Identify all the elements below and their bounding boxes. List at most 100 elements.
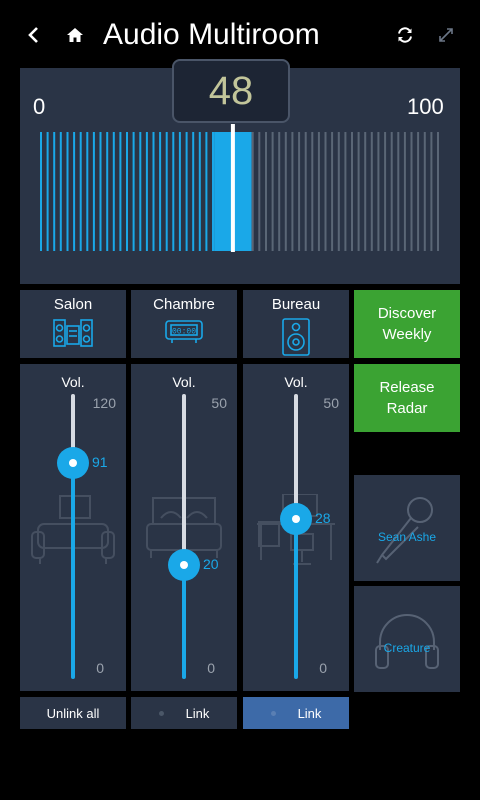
link-button-bureau[interactable]: Link	[243, 697, 349, 729]
master-volume-min: 0	[33, 94, 46, 119]
slider-fill	[182, 565, 186, 679]
volume-bar	[46, 132, 49, 251]
room-tile-bureau[interactable]: Bureau	[243, 290, 349, 358]
volume-value: 91	[92, 453, 108, 470]
slider-fill	[294, 519, 298, 679]
volume-bar	[59, 132, 62, 251]
home-icon[interactable]	[64, 24, 86, 46]
volume-bar	[291, 132, 294, 251]
playlist-label: Weekly	[382, 326, 432, 343]
volume-max: 50	[323, 395, 339, 411]
volume-max: 50	[211, 395, 227, 411]
volume-bar	[178, 132, 181, 251]
volume-indicator[interactable]	[230, 124, 235, 252]
svg-text:00:00: 00:00	[172, 328, 196, 337]
room-tile-salon[interactable]: Salon	[20, 290, 126, 358]
playlist-label: Discover	[377, 305, 437, 322]
volume-bar	[66, 132, 69, 251]
artist-tile-sean-ashe[interactable]: Sean Ashe	[354, 475, 460, 581]
room-tile-chambre[interactable]: Chambre 00:00	[131, 290, 237, 358]
slider-thumb[interactable]	[57, 446, 89, 479]
volume-max: 120	[92, 395, 116, 411]
volume-bar	[258, 132, 261, 251]
room-name: Salon	[53, 296, 93, 313]
volume-bar	[370, 132, 373, 251]
volume-slider-chambre[interactable]: Vol. 50 0 20	[131, 364, 237, 691]
volume-bar	[357, 132, 360, 251]
volume-bar	[220, 132, 232, 251]
room-name: Chambre	[153, 296, 215, 313]
volume-bar	[126, 132, 128, 251]
volume-bar	[139, 132, 142, 251]
volume-bar	[198, 132, 201, 251]
status-dot	[270, 710, 276, 716]
volume-slider-salon[interactable]: Vol. 120 0 91	[20, 364, 126, 691]
volume-bar	[73, 132, 76, 251]
volume-label: Vol.	[172, 374, 196, 390]
slider-track[interactable]	[71, 394, 75, 463]
volume-bar	[192, 132, 195, 251]
artist-name: Sean Ashe	[377, 530, 437, 544]
slider-fill	[71, 462, 75, 679]
volume-bar	[397, 132, 400, 251]
volume-bar	[377, 132, 380, 251]
volume-bar	[324, 132, 327, 251]
link-button-label: Link	[185, 705, 210, 721]
volume-bar	[337, 132, 340, 251]
volume-slider-bureau[interactable]: Vol. 50 0 28	[243, 364, 349, 691]
link-button-chambre[interactable]: Link	[131, 697, 237, 729]
volume-bar	[265, 132, 267, 251]
volume-bar	[311, 132, 314, 251]
volume-min: 0	[207, 660, 215, 676]
volume-bar	[40, 132, 42, 251]
playlist-tile-discover-weekly[interactable]: Discover Weekly	[354, 290, 460, 358]
volume-bar	[212, 132, 214, 251]
master-volume-value: 48	[172, 59, 290, 123]
volume-bar	[284, 132, 287, 251]
volume-bar	[92, 132, 95, 251]
master-volume-bars[interactable]	[20, 68, 460, 284]
volume-bar	[298, 132, 301, 251]
refresh-icon[interactable]	[394, 24, 416, 46]
back-icon[interactable]	[23, 24, 45, 46]
volume-min: 0	[96, 660, 104, 676]
volume-bar	[403, 132, 406, 251]
link-button-label: Unlink all	[46, 705, 100, 721]
slider-thumb[interactable]	[168, 549, 200, 581]
volume-bar	[172, 132, 175, 251]
playlist-tile-release-radar[interactable]: Release Radar	[354, 364, 460, 432]
slider-track[interactable]	[182, 394, 186, 565]
volume-bar	[106, 132, 109, 251]
artist-tile-creature[interactable]: Creature	[354, 586, 460, 692]
volume-bar	[214, 132, 226, 251]
link-button-label: Link	[297, 705, 322, 721]
volume-bar	[251, 132, 254, 251]
volume-bar	[437, 132, 439, 251]
status-dot	[158, 710, 164, 716]
volume-bar	[430, 132, 433, 251]
unlink-all-button[interactable]: Unlink all	[20, 697, 126, 729]
volume-bar	[86, 132, 89, 251]
volume-bar	[384, 132, 387, 251]
volume-bar	[185, 132, 188, 251]
speaker-icon	[281, 318, 311, 361]
volume-bar	[271, 132, 274, 251]
volume-bar	[364, 132, 367, 251]
volume-bar	[99, 132, 102, 251]
volume-bar	[112, 132, 115, 251]
slider-thumb[interactable]	[280, 503, 312, 536]
volume-bar	[132, 132, 135, 251]
alarm-clock-icon: 00:00	[164, 318, 204, 349]
volume-bar	[390, 132, 393, 251]
volume-bar	[240, 132, 252, 251]
volume-bar	[145, 132, 148, 251]
master-volume-max: 100	[407, 94, 444, 119]
volume-label: Vol.	[284, 374, 308, 390]
fullscreen-icon[interactable]	[435, 24, 457, 46]
volume-bar	[79, 132, 82, 251]
volume-bar	[351, 132, 353, 251]
slider-track[interactable]	[294, 394, 298, 520]
headphones-icon	[375, 614, 439, 669]
volume-value: 20	[203, 556, 219, 572]
volume-bar	[278, 132, 281, 251]
